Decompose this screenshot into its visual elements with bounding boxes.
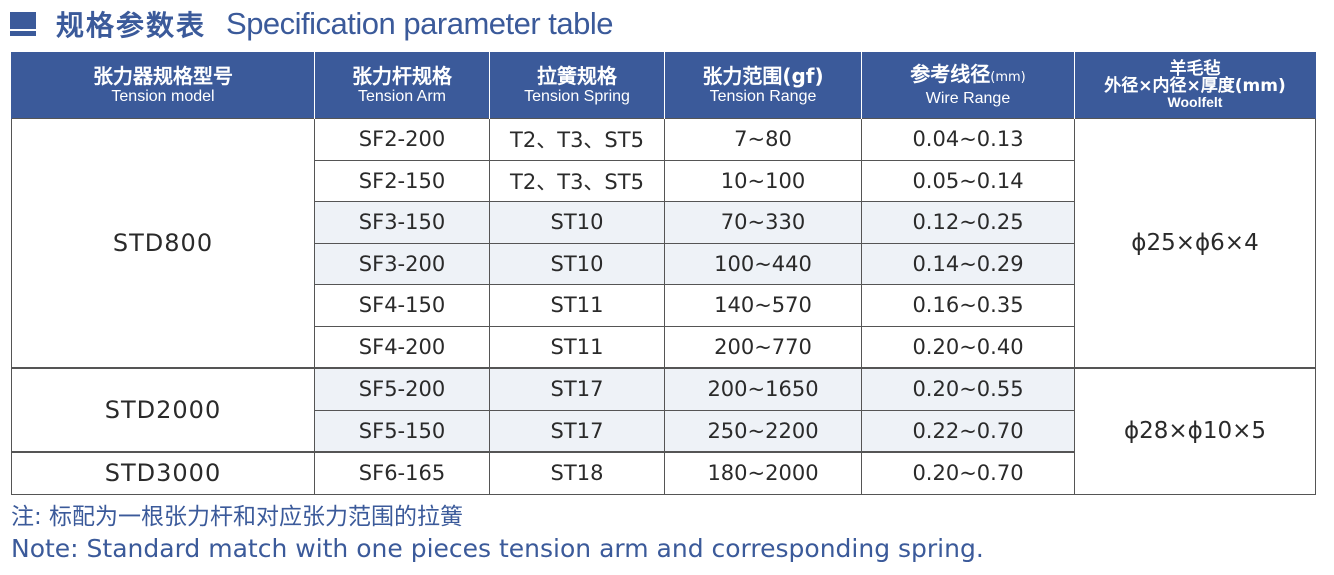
wire-cell: 0.14~0.29 bbox=[861, 242, 1075, 285]
header-tension-range: 张力范围(gf) Tension Range bbox=[664, 52, 862, 119]
arm-cell: SF2-150 bbox=[314, 159, 490, 202]
arm-cell: SF6-165 bbox=[314, 451, 490, 495]
table-header-row: 张力器规格型号 Tension model 张力杆规格 Tension Arm 拉簧… bbox=[11, 52, 1316, 119]
wire-cell: 0.20~0.40 bbox=[861, 325, 1075, 369]
wire-cell: 0.22~0.70 bbox=[861, 409, 1075, 453]
header-tension-spring: 拉簧规格 Tension Spring bbox=[489, 52, 665, 119]
spring-cell: T2、T3、ST5 bbox=[489, 159, 665, 202]
wire-cell: 0.20~0.70 bbox=[861, 451, 1075, 495]
woolfelt-cell: ϕ28×ϕ10×5 bbox=[1074, 367, 1316, 495]
arm-cell: SF2-200 bbox=[314, 118, 490, 161]
arm-cell: SF3-150 bbox=[314, 201, 490, 244]
title-english: Specification parameter table bbox=[226, 6, 614, 41]
title-chinese: 规格参数表 bbox=[56, 9, 207, 42]
spring-cell: T2、T3、ST5 bbox=[489, 118, 665, 161]
specification-table: 张力器规格型号 Tension model 张力杆规格 Tension Arm 拉簧… bbox=[11, 52, 1316, 495]
range-cell: 140~570 bbox=[664, 284, 862, 327]
table-row: SF3-150 ST10 70~330 0.12~0.25 bbox=[12, 201, 1316, 244]
note-english: Note: Standard match with one pieces ten… bbox=[11, 534, 984, 563]
table-row: SF4-150 ST11 140~570 0.16~0.35 bbox=[12, 284, 1316, 327]
arm-cell: SF4-150 bbox=[314, 284, 490, 327]
wire-cell: 0.20~0.55 bbox=[861, 367, 1075, 411]
range-cell: 200~770 bbox=[664, 325, 862, 369]
model-cell: STD800 bbox=[11, 118, 315, 369]
header-woolfelt: 羊毛毡 外径×内径×厚度(mm) Woolfelt bbox=[1074, 52, 1316, 119]
range-cell: 180~2000 bbox=[664, 451, 862, 495]
table-row: STD2000 SF5-200 ST17 200~1650 0.20~0.55 … bbox=[11, 367, 1316, 495]
range-cell: 200~1650 bbox=[664, 367, 862, 411]
header-tension-arm: 张力杆规格 Tension Arm bbox=[314, 52, 490, 119]
page-title: 规格参数表 Specification parameter table bbox=[10, 6, 614, 42]
wire-cell: 0.05~0.14 bbox=[861, 159, 1075, 202]
wire-cell: 0.04~0.13 bbox=[861, 118, 1075, 161]
spring-cell: ST10 bbox=[489, 242, 665, 285]
range-cell: 10~100 bbox=[664, 159, 862, 202]
header-tension-model: 张力器规格型号 Tension model bbox=[11, 52, 315, 119]
range-cell: 100~440 bbox=[664, 242, 862, 285]
wire-cell: 0.12~0.25 bbox=[861, 201, 1075, 244]
range-cell: 7~80 bbox=[664, 118, 862, 161]
arm-cell: SF5-150 bbox=[314, 409, 490, 453]
arm-cell: SF3-200 bbox=[314, 242, 490, 285]
arm-cell: SF4-200 bbox=[314, 325, 490, 369]
table-row: STD800 SF2-200 T2、T3、ST5 7~80 0.04~0.13 … bbox=[11, 118, 1316, 369]
spring-cell: ST11 bbox=[489, 284, 665, 327]
model-cell: STD3000 bbox=[11, 451, 315, 495]
arm-cell: SF5-200 bbox=[314, 367, 490, 411]
spring-cell: ST17 bbox=[489, 409, 665, 453]
spring-cell: ST17 bbox=[489, 367, 665, 411]
wire-cell: 0.16~0.35 bbox=[861, 284, 1075, 327]
spring-cell: ST10 bbox=[489, 201, 665, 244]
note-chinese: 注: 标配为一根张力杆和对应张力范围的拉簧 bbox=[11, 504, 464, 530]
range-cell: 70~330 bbox=[664, 201, 862, 244]
spring-cell: ST11 bbox=[489, 325, 665, 369]
table-row: STD3000 SF6-165 ST18 180~2000 0.20~0.70 bbox=[11, 451, 1316, 495]
woolfelt-cell: ϕ25×ϕ6×4 bbox=[1074, 118, 1316, 369]
model-cell: STD2000 bbox=[11, 367, 315, 453]
title-block-icon bbox=[10, 12, 36, 36]
header-wire-range: 参考线径(mm) Wire Range bbox=[861, 52, 1075, 119]
table-row: SF5-150 ST17 250~2200 0.22~0.70 bbox=[12, 409, 1316, 453]
range-cell: 250~2200 bbox=[664, 409, 862, 453]
spring-cell: ST18 bbox=[489, 451, 665, 495]
